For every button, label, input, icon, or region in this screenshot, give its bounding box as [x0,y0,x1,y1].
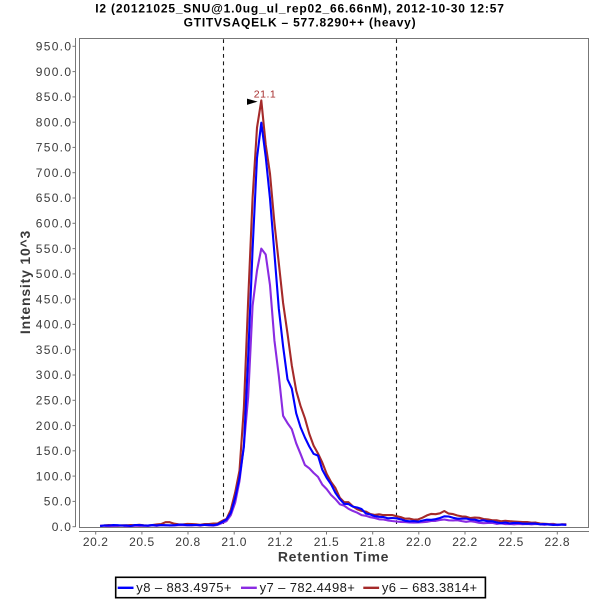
svg-text:Intensity 10^3: Intensity 10^3 [17,230,33,334]
svg-text:21.5: 21.5 [314,535,340,549]
svg-text:22.0: 22.0 [406,535,432,549]
svg-text:600.0: 600.0 [36,217,73,231]
svg-text:250.0: 250.0 [36,394,73,408]
svg-text:GTITVSAQELK – 577.8290++ (heav: GTITVSAQELK – 577.8290++ (heavy) [184,16,417,30]
svg-text:y8 – 883.4975+: y8 – 883.4975+ [136,580,232,595]
svg-text:Retention Time: Retention Time [278,549,389,565]
svg-text:200.0: 200.0 [36,419,73,433]
svg-text:22.8: 22.8 [545,535,571,549]
svg-text:300.0: 300.0 [36,368,73,382]
svg-text:150.0: 150.0 [36,444,73,458]
svg-text:800.0: 800.0 [36,115,73,129]
svg-text:50.0: 50.0 [44,495,73,509]
svg-text:900.0: 900.0 [36,65,73,79]
svg-text:21.8: 21.8 [360,535,386,549]
svg-text:0.0: 0.0 [52,520,73,534]
svg-text:500.0: 500.0 [36,267,73,281]
svg-text:I2 (20121025_SNU@1.0ug_ul_rep0: I2 (20121025_SNU@1.0ug_ul_rep02_66.66nM)… [95,2,504,16]
svg-text:21.1: 21.1 [254,89,276,101]
svg-text:22.2: 22.2 [452,535,478,549]
svg-text:y7 – 782.4498+: y7 – 782.4498+ [260,580,356,595]
svg-text:850.0: 850.0 [36,90,73,104]
svg-text:21.2: 21.2 [268,535,294,549]
svg-text:450.0: 450.0 [36,292,73,306]
svg-text:20.5: 20.5 [129,535,155,549]
svg-text:20.2: 20.2 [83,535,109,549]
svg-text:700.0: 700.0 [36,166,73,180]
svg-text:100.0: 100.0 [36,469,73,483]
svg-text:550.0: 550.0 [36,242,73,256]
svg-text:y6 – 683.3814+: y6 – 683.3814+ [382,580,478,595]
svg-text:350.0: 350.0 [36,343,73,357]
svg-text:950.0: 950.0 [36,40,73,54]
svg-text:650.0: 650.0 [36,191,73,205]
svg-text:20.8: 20.8 [175,535,201,549]
svg-text:750.0: 750.0 [36,141,73,155]
svg-text:22.5: 22.5 [498,535,524,549]
svg-text:400.0: 400.0 [36,318,73,332]
svg-text:21.0: 21.0 [221,535,247,549]
